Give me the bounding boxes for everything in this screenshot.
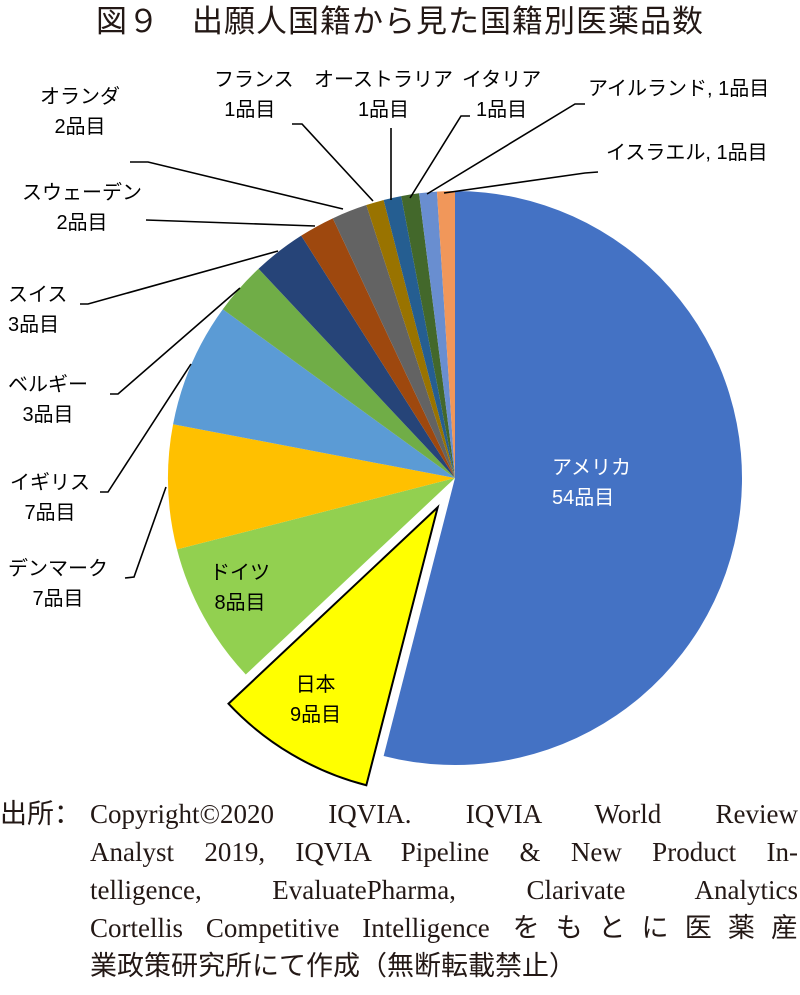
source-body: Copyright©2020 IQVIA. IQVIA World Review… <box>90 795 798 985</box>
pie-slice-イスラエル <box>436 191 455 478</box>
label-sweden-count: 2品目 <box>56 212 108 234</box>
pie-slice-アイルランド <box>419 191 455 478</box>
chart-title: 図９ 出願人国籍から見た国籍別医薬品数 <box>96 4 704 40</box>
source-line-2: Analyst 2019, IQVIA Pipeline & New Produ… <box>90 837 798 867</box>
pie-slice-フランス <box>366 200 455 478</box>
label-italy-count: 1品目 <box>476 99 528 121</box>
label-israel: イスラエル, 1品目 <box>606 138 768 168</box>
pie-slice-ドイツ <box>177 478 455 675</box>
label-belgium-name: ベルギー <box>8 374 88 396</box>
pie-slice-オーストラリア <box>383 196 455 478</box>
label-australia: オーストラリア 1品目 <box>314 65 453 125</box>
leader-line-israel <box>443 171 599 194</box>
label-ireland: アイルランド, 1品目 <box>588 74 769 104</box>
label-italy: イタリア 1品目 <box>462 65 541 125</box>
label-netherlands-count: 2品目 <box>54 116 106 138</box>
label-switzerland: スイス 3品目 <box>8 280 67 340</box>
pie-slice-ベルギー <box>222 268 455 478</box>
label-france-name: フランス <box>214 69 294 91</box>
label-america-name: アメリカ <box>552 457 631 479</box>
source-line-1: Copyright©2020 IQVIA. IQVIA World Review <box>90 799 798 829</box>
label-ireland-text: アイルランド, 1品目 <box>588 78 770 100</box>
label-belgium-count: 3品目 <box>22 404 74 426</box>
label-france-count: 1品目 <box>224 99 276 121</box>
leader-line-netherlands <box>130 161 344 210</box>
label-netherlands-name: オランダ <box>40 86 120 108</box>
leader-lines <box>80 103 599 579</box>
leader-line-sweden <box>145 219 316 227</box>
pie-slice-イタリア <box>401 193 455 479</box>
label-uk-count: 7品目 <box>24 502 76 524</box>
label-belgium: ベルギー 3品目 <box>8 370 88 430</box>
label-japan-name: 日本 <box>295 674 336 696</box>
label-australia-name: オーストラリア <box>314 69 453 91</box>
label-denmark-name: デンマーク <box>8 558 108 580</box>
leader-line-switzerland <box>80 250 279 305</box>
leader-line-denmark <box>124 486 167 579</box>
label-uk: イギリス 7品目 <box>10 468 90 528</box>
label-italy-name: イタリア <box>462 69 542 91</box>
leader-line-uk <box>100 363 192 493</box>
pie-slice-オランダ <box>332 205 455 478</box>
label-america: アメリカ 54品目 <box>552 453 631 513</box>
label-australia-count: 1品目 <box>357 99 410 121</box>
leader-line-france <box>292 123 374 202</box>
label-israel-text: イスラエル, 1品目 <box>606 142 768 164</box>
pie-slice-アメリカ <box>383 191 743 765</box>
source-line-5: 業政策研究所にて作成（無断転載禁止） <box>90 951 576 981</box>
leader-line-italy <box>409 115 470 199</box>
label-uk-name: イギリス <box>10 472 90 494</box>
source-line-4: Cortellis Competitive Intelligence をもとに医… <box>90 913 798 943</box>
source-line-3: telligence, EvaluatePharma, Clarivate An… <box>90 875 798 905</box>
label-japan: 日本 9品目 <box>290 670 341 730</box>
pie-slice-デンマーク <box>168 424 455 550</box>
label-sweden-name: スウェーデン <box>22 182 142 204</box>
leader-line-belgium <box>110 287 241 395</box>
source-prefix: 出所： <box>0 799 81 829</box>
label-germany-name: ドイツ <box>210 562 270 584</box>
label-germany: ドイツ 8品目 <box>210 558 270 618</box>
label-netherlands: オランダ 2品目 <box>40 82 120 142</box>
label-france: フランス 1品目 <box>214 65 294 125</box>
pie-slice-スイス <box>258 235 455 478</box>
label-japan-count: 9品目 <box>290 704 342 726</box>
pie-chart-svg <box>80 103 743 787</box>
pie-slices <box>168 191 743 787</box>
pie-slice-イギリス <box>173 309 455 478</box>
label-germany-count: 8品目 <box>214 592 266 614</box>
label-america-count: 54品目 <box>552 487 615 509</box>
pie-slice-スウェーデン <box>301 218 455 478</box>
label-denmark: デンマーク 7品目 <box>8 554 108 614</box>
pie-chart: オランダ 2品目 フランス 1品目 オーストラリア 1品目 イタリア 1品目 ア… <box>0 50 800 795</box>
leader-line-ireland <box>426 103 585 195</box>
pie-slice-日本 <box>227 504 440 787</box>
label-sweden: スウェーデン 2品目 <box>22 178 142 238</box>
label-denmark-count: 7品目 <box>32 588 84 610</box>
label-switzerland-name: スイス <box>8 284 68 306</box>
label-switzerland-count: 3品目 <box>8 314 60 336</box>
